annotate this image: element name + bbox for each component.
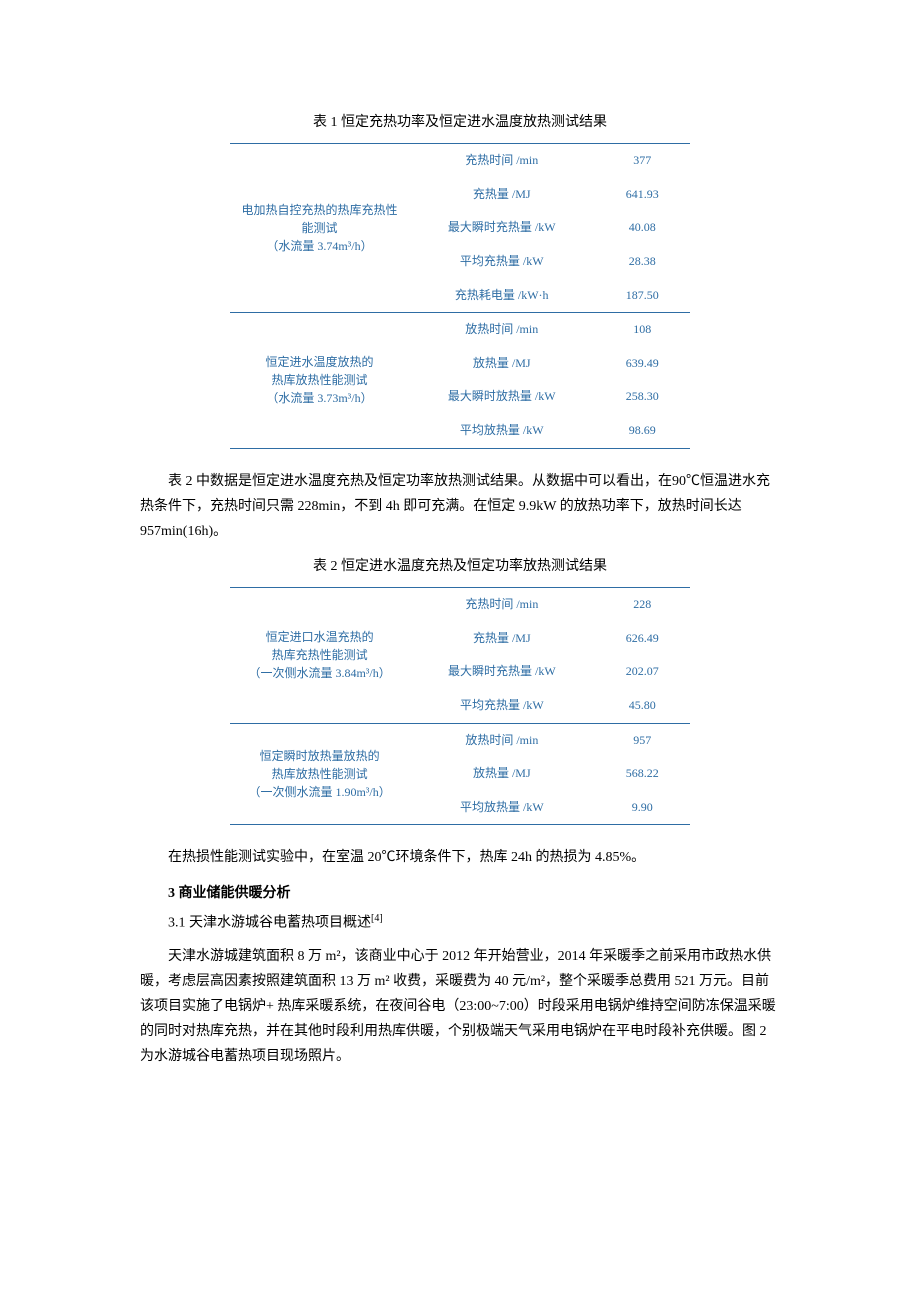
table-cell: 639.49 xyxy=(595,347,690,381)
table-cell: 377 xyxy=(595,144,690,178)
table-cell: 最大瞬时放热量 /kW xyxy=(409,380,595,414)
table-cell: 平均充热量 /kW xyxy=(409,689,594,723)
table-cell: 187.50 xyxy=(595,279,690,313)
table-cell: 108 xyxy=(595,313,690,347)
table-cell: 641.93 xyxy=(595,178,690,212)
t1s1-l1: 电加热自控充热的热库充热性 xyxy=(241,203,397,217)
table-cell: 平均充热量 /kW xyxy=(409,245,595,279)
table-cell: 最大瞬时充热量 /kW xyxy=(409,211,595,245)
t2s2-l1: 恒定瞬时放热量放热的 xyxy=(260,749,380,763)
table-cell: 放热时间 /min xyxy=(409,313,595,347)
table-cell: 充热耗电量 /kW·h xyxy=(409,279,595,313)
table-cell: 98.69 xyxy=(595,414,690,448)
table-cell: 放热量 /MJ xyxy=(409,347,595,381)
section-3-1: 3.1 天津水游城谷电蓄热项目概述[4] xyxy=(140,910,780,936)
table1-caption: 表 1 恒定充热功率及恒定进水温度放热测试结果 xyxy=(140,110,780,135)
reference-4: [4] xyxy=(371,913,383,924)
table-cell: 充热时间 /min xyxy=(409,588,594,622)
t1s2-l2: 热库放热性能测试 xyxy=(271,373,367,387)
subsection-label: 3.1 天津水游城谷电蓄热项目概述 xyxy=(168,915,371,930)
table-cell: 平均放热量 /kW xyxy=(409,791,594,825)
t1s1-l2: 能测试 xyxy=(301,221,337,235)
table2: 恒定进口水温充热的 热库充热性能测试 （一次侧水流量 3.84m³/h） 充热时… xyxy=(230,587,690,825)
table-cell: 626.49 xyxy=(594,622,690,656)
t2s1-l1: 恒定进口水温充热的 xyxy=(266,630,374,644)
table-cell: 45.80 xyxy=(594,689,690,723)
paragraph-3: 天津水游城建筑面积 8 万 m²，该商业中心于 2012 年开始营业，2014 … xyxy=(140,944,780,1070)
table1: 电加热自控充热的热库充热性 能测试 （水流量 3.74m³/h） 充热时间 /m… xyxy=(230,143,690,448)
table1-section1-label: 电加热自控充热的热库充热性 能测试 （水流量 3.74m³/h） xyxy=(230,144,409,313)
paragraph-1: 表 2 中数据是恒定进水温度充热及恒定功率放热测试结果。从数据中可以看出，在90… xyxy=(140,469,780,545)
t2s1-l3: （一次侧水流量 3.84m³/h） xyxy=(248,666,390,680)
table-cell: 957 xyxy=(594,723,690,757)
table-cell: 充热量 /MJ xyxy=(409,178,595,212)
table-cell: 228 xyxy=(594,588,690,622)
paragraph-2: 在热损性能测试实验中，在室温 20℃环境条件下，热库 24h 的热损为 4.85… xyxy=(140,845,780,870)
table1-section2-label: 恒定进水温度放热的 热库放热性能测试 （水流量 3.73m³/h） xyxy=(230,313,409,448)
table2-section1-label: 恒定进口水温充热的 热库充热性能测试 （一次侧水流量 3.84m³/h） xyxy=(230,588,409,723)
table-cell: 9.90 xyxy=(594,791,690,825)
t2s2-l3: （一次侧水流量 1.90m³/h） xyxy=(248,785,390,799)
t1s2-l1: 恒定进水温度放热的 xyxy=(265,355,373,369)
section-3-title: 3 商业储能供暖分析 xyxy=(140,881,780,906)
t2s2-l2: 热库放热性能测试 xyxy=(272,767,368,781)
table2-section2-label: 恒定瞬时放热量放热的 热库放热性能测试 （一次侧水流量 1.90m³/h） xyxy=(230,723,409,825)
table-cell: 28.38 xyxy=(595,245,690,279)
table-cell: 充热时间 /min xyxy=(409,144,595,178)
table-cell: 最大瞬时充热量 /kW xyxy=(409,655,594,689)
table-cell: 放热量 /MJ xyxy=(409,757,594,791)
table-cell: 202.07 xyxy=(594,655,690,689)
table-cell: 258.30 xyxy=(595,380,690,414)
table-cell: 放热时间 /min xyxy=(409,723,594,757)
table-cell: 充热量 /MJ xyxy=(409,622,594,656)
table-cell: 40.08 xyxy=(595,211,690,245)
table-cell: 568.22 xyxy=(594,757,690,791)
t1s2-l3: （水流量 3.73m³/h） xyxy=(266,391,372,405)
table2-caption: 表 2 恒定进水温度充热及恒定功率放热测试结果 xyxy=(140,554,780,579)
t1s1-l3: （水流量 3.74m³/h） xyxy=(266,239,372,253)
t2s1-l2: 热库充热性能测试 xyxy=(272,648,368,662)
table-cell: 平均放热量 /kW xyxy=(409,414,595,448)
